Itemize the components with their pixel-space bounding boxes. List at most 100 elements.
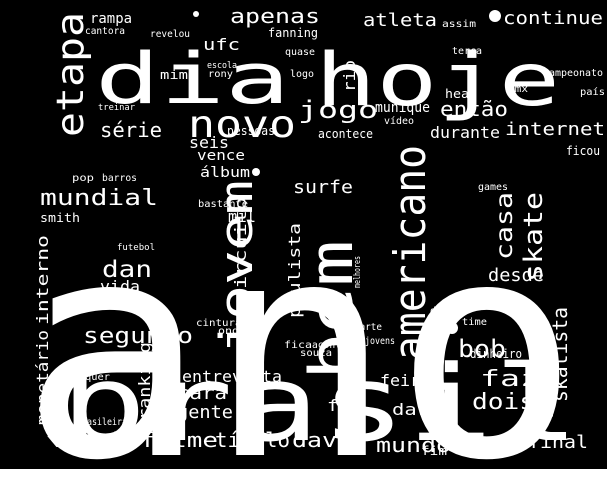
cloud-word: mundo: [376, 433, 451, 457]
cloud-word: vai: [45, 428, 130, 452]
dot-mark: [446, 322, 458, 334]
cloud-word: seis: [189, 133, 229, 152]
cloud-word: games: [478, 182, 508, 193]
cloud-word: etapa: [49, 12, 92, 137]
cloud-word: pop: [72, 173, 94, 184]
cloud-word: jogo: [298, 96, 378, 124]
cloud-word: final: [528, 432, 588, 453]
cloud-word: brasil: [60, 343, 580, 465]
dot-mark: [489, 10, 501, 22]
cloud-word: gente: [177, 402, 233, 423]
cloud-word: atleta: [363, 10, 437, 31]
cloud-word: campeonato: [543, 68, 603, 79]
cloud-word: circuito: [231, 197, 250, 302]
cloud-word: país: [580, 86, 605, 98]
cloud-word: escola: [207, 61, 237, 71]
cloud-word: novo: [188, 103, 296, 146]
cloud-word: cantora: [85, 26, 125, 37]
cloud-word: título: [215, 428, 290, 452]
cloud-word: fanning: [268, 26, 318, 40]
cloud-word: apenas: [230, 4, 320, 28]
cloud-word: interno: [33, 235, 52, 325]
cloud-word: paulista: [285, 223, 304, 318]
cloud-word: logo: [290, 69, 314, 80]
dot-mark: [193, 11, 199, 17]
cloud-word: heat: [445, 87, 477, 101]
cloud-word: internet: [505, 119, 605, 140]
cloud-word: ufc: [203, 35, 240, 54]
cloud-word: ficou: [566, 144, 600, 158]
cloud-word: hoje: [315, 38, 560, 123]
cloud-word: pessoas: [227, 124, 275, 138]
cloud-word: vence: [197, 148, 245, 164]
cloud-word: rio: [340, 60, 359, 92]
cloud-word: vida: [100, 277, 140, 296]
cloud-panel: [0, 0, 607, 469]
cloud-word: desde: [488, 265, 544, 286]
cloud-word: jovens: [365, 336, 395, 347]
cloud-word: fica: [284, 340, 312, 351]
cloud-word: dan: [102, 257, 152, 283]
cloud-word: dar: [392, 400, 429, 419]
cloud-word: álbum: [200, 165, 250, 181]
cloud-word: bem: [297, 240, 367, 380]
cloud-word: vem: [420, 392, 440, 403]
cloud-word: primeira: [536, 338, 554, 418]
cloud-word: ano: [20, 177, 580, 481]
cloud-word: ondas: [218, 326, 253, 337]
cloud-word: melhores: [353, 256, 363, 288]
cloud-word: cara: [177, 383, 227, 404]
cloud-word: bob: [458, 335, 506, 363]
cloud-word: mim: [160, 68, 188, 82]
cloud-word: david: [292, 428, 367, 452]
cloud-word: parte: [354, 322, 382, 333]
cloud-word: dia: [95, 38, 290, 120]
cloud-word: americano: [385, 145, 436, 360]
cloud-word: bmx: [508, 84, 528, 95]
cloud-word: skatista: [548, 307, 572, 402]
cloud-word: quer: [85, 372, 110, 383]
cloud-word: filme: [140, 428, 218, 452]
cloud-word: rampa: [90, 11, 132, 27]
dot-mark: [252, 168, 260, 176]
cloud-word: bastante: [198, 199, 248, 210]
cloud-word: fim: [421, 444, 447, 458]
cloud-word: revelou: [150, 29, 190, 40]
cloud-word: treinar: [98, 103, 136, 113]
cloud-word: fez: [327, 396, 362, 415]
cloud-word: faz: [480, 367, 540, 392]
cloud-word: munique: [375, 100, 430, 116]
cloud-word: acontece: [318, 127, 373, 141]
cloud-word: quase: [285, 47, 315, 58]
cloud-word: aconteceu: [312, 340, 364, 351]
cloud-word: time: [462, 317, 487, 328]
cloud-word: futebol: [117, 243, 155, 253]
cloud-word: continue: [503, 8, 603, 29]
cloud-word: então: [440, 97, 508, 121]
cloud-word: dois: [472, 390, 535, 415]
cloud-word: skate: [519, 192, 549, 282]
cloud-word: mil: [228, 207, 256, 226]
cloud-word: terça: [452, 46, 482, 57]
cloud-word: vídeo: [384, 115, 414, 127]
cloud-word: cinturão: [196, 318, 248, 329]
cloud-word: casa: [492, 192, 518, 260]
cloud-word: assim: [442, 19, 476, 30]
cloud-word: entrevista: [182, 367, 282, 386]
cloud-word: disco: [430, 306, 460, 317]
cloud-word: dinheiro: [470, 347, 522, 361]
cloud-word: mundial: [40, 186, 158, 211]
cloud-word: brasileira: [77, 417, 127, 428]
cloud-word: feira: [380, 371, 430, 390]
cloud-word: ranking: [135, 342, 154, 420]
cloud-word: monetário: [33, 330, 52, 425]
cloud-word: smith: [40, 211, 80, 225]
cloud-word: segundo: [83, 324, 193, 349]
cloud-word: jovem: [210, 180, 263, 355]
cloud-word: série: [100, 118, 162, 142]
cloud-word: souza: [300, 348, 332, 359]
cloud-word: rony: [208, 69, 233, 80]
cloud-word: durante: [430, 123, 500, 142]
